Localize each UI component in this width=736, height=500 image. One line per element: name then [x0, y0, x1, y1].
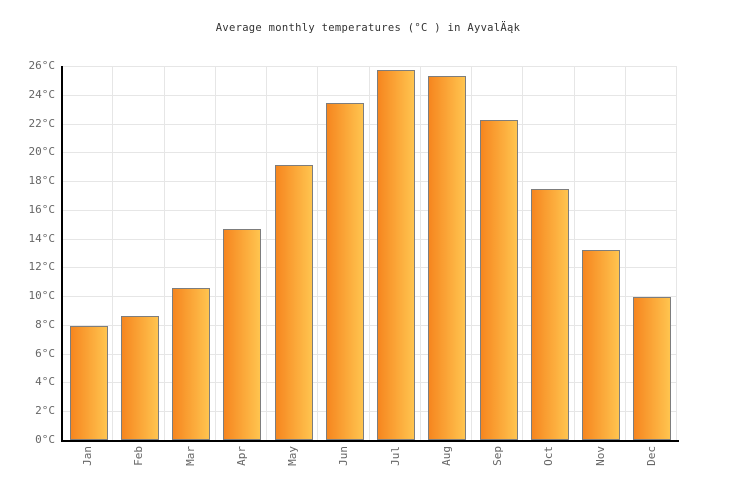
h-gridline — [62, 123, 677, 125]
x-tick-label-jun: Jun — [336, 446, 352, 490]
v-gridline — [112, 66, 114, 440]
y-tick-label: 6°C — [35, 346, 55, 360]
h-gridline — [62, 296, 677, 298]
x-tick-label-sep: Sep — [490, 446, 506, 490]
x-tick-label-apr: Apr — [233, 446, 249, 490]
y-tick-label: 2°C — [35, 404, 55, 418]
v-gridline — [317, 66, 319, 440]
bar-jan[interactable] — [69, 325, 108, 440]
h-gridline — [62, 152, 677, 154]
plot-area — [62, 66, 677, 440]
bar-jul[interactable] — [377, 69, 416, 440]
bar-jun[interactable] — [325, 102, 364, 440]
y-tick-label: 10°C — [28, 289, 56, 303]
y-tick-label: 12°C — [28, 260, 56, 274]
v-gridline — [214, 66, 216, 440]
h-gridline — [62, 382, 677, 384]
x-tick-label-text: Aug — [439, 446, 453, 466]
bar-dec[interactable] — [633, 297, 672, 440]
h-gridline — [62, 353, 677, 355]
bar-mar[interactable] — [172, 288, 211, 440]
y-tick-label: 16°C — [28, 202, 56, 216]
x-tick-label-text: Jan — [81, 446, 95, 466]
v-gridline — [676, 66, 677, 440]
x-tick-label-text: Apr — [234, 446, 248, 466]
y-tick-label: 4°C — [35, 375, 55, 389]
x-axis-line — [60, 440, 679, 442]
bar-apr[interactable] — [223, 229, 262, 440]
x-tick-label-text: Jul — [388, 446, 402, 466]
y-tick-label: 26°C — [28, 59, 56, 72]
h-gridline — [62, 267, 677, 269]
h-gridline — [62, 94, 677, 96]
x-tick-label-dec: Dec — [643, 446, 659, 490]
x-tick-label-mar: Mar — [182, 446, 198, 490]
y-tick-label: 0°C — [35, 433, 55, 446]
x-tick-label-feb: Feb — [131, 446, 147, 490]
x-tick-label-jul: Jul — [387, 446, 403, 490]
y-tick-label: 24°C — [28, 87, 56, 101]
x-tick-label-text: Dec — [644, 446, 658, 466]
h-gridline — [62, 324, 677, 326]
y-tick-label: 20°C — [28, 145, 56, 159]
h-gridline — [62, 238, 677, 240]
v-gridline — [419, 66, 421, 440]
y-tick-label: 18°C — [28, 174, 56, 188]
x-tick-label-oct: Oct — [541, 446, 557, 490]
v-gridline — [573, 66, 575, 440]
bar-aug[interactable] — [428, 75, 467, 440]
x-tick-label-aug: Aug — [438, 446, 454, 490]
bar-nov[interactable] — [582, 249, 621, 440]
x-tick-label-text: Oct — [542, 446, 556, 466]
x-tick-label-text: Feb — [132, 446, 146, 466]
h-gridline — [62, 181, 677, 183]
x-tick-label-text: Mar — [183, 446, 197, 466]
x-tick-label-text: Nov — [593, 446, 607, 466]
x-tick-label-text: May — [286, 446, 300, 466]
x-tick-label-text: Sep — [491, 446, 505, 466]
x-tick-label-may: May — [285, 446, 301, 490]
v-gridline — [471, 66, 472, 440]
v-gridline — [368, 66, 370, 440]
y-axis-line — [60, 66, 63, 440]
h-gridline — [62, 411, 677, 413]
x-tick-label-text: Jun — [337, 446, 351, 466]
v-gridline — [163, 66, 165, 440]
y-tick-label: 14°C — [28, 231, 56, 245]
bar-sep[interactable] — [479, 120, 518, 440]
v-gridline — [522, 66, 524, 440]
x-tick-label-jan: Jan — [80, 446, 96, 490]
chart-title: Average monthly temperatures (°C ) in Ay… — [215, 22, 521, 34]
v-gridline — [266, 66, 267, 440]
bar-may[interactable] — [274, 164, 313, 440]
y-tick-label: 22°C — [28, 116, 56, 130]
y-tick-label: 8°C — [35, 317, 55, 331]
v-gridline — [624, 66, 626, 440]
x-tick-label-nov: Nov — [592, 446, 608, 490]
h-gridline — [62, 66, 677, 67]
bar-feb[interactable] — [120, 315, 159, 440]
bar-oct[interactable] — [530, 189, 569, 440]
h-gridline — [62, 209, 677, 211]
